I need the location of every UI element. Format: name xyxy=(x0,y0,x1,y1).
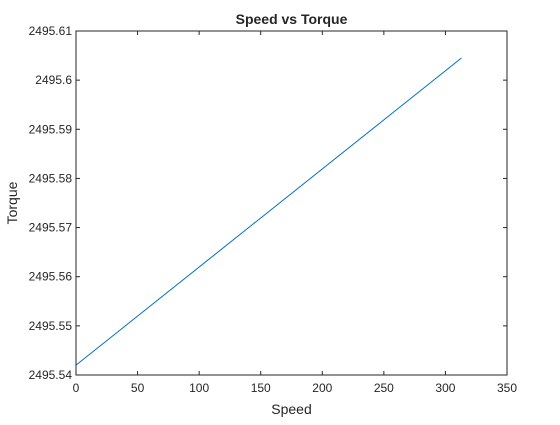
x-tick-label: 150 xyxy=(251,381,271,395)
y-tick-label: 2495.61 xyxy=(29,24,73,38)
y-tick-label: 2495.54 xyxy=(29,368,73,382)
x-tick-label: 200 xyxy=(312,381,332,395)
y-tick-label: 2495.59 xyxy=(29,122,73,136)
chart-title: Speed vs Torque xyxy=(236,11,348,27)
series-layer xyxy=(75,57,462,366)
y-tick-label: 2495.57 xyxy=(29,221,73,235)
x-tick-label: 100 xyxy=(189,381,209,395)
x-tick-label: 350 xyxy=(497,381,517,395)
x-axis-label: Speed xyxy=(271,401,311,417)
axes-box xyxy=(75,30,508,376)
x-tick-label: 300 xyxy=(435,381,455,395)
series-line xyxy=(75,57,462,366)
y-tick-label: 2495.6 xyxy=(35,73,72,87)
x-tick-label: 50 xyxy=(131,381,145,395)
y-tick-label: 2495.55 xyxy=(29,319,73,333)
y-tick-label: 2495.56 xyxy=(29,270,73,284)
x-tick-label: 0 xyxy=(73,381,80,395)
y-tick-label: 2495.58 xyxy=(29,171,73,185)
y-axis-label: Torque xyxy=(4,181,20,224)
ticks-layer: 0 50 100 150 200 250 300 350 2495.54 2495.55 2495.… xyxy=(29,24,518,395)
x-tick-label: 250 xyxy=(374,381,394,395)
plot-area xyxy=(76,31,507,375)
